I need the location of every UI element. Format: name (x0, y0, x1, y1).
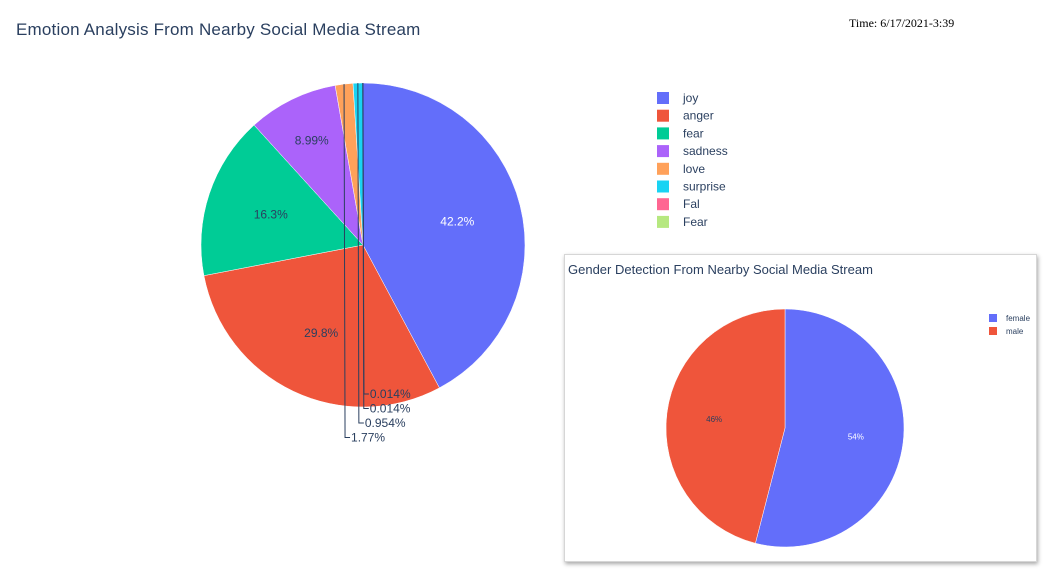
emotion-legend-swatch-surprise[interactable] (657, 180, 669, 193)
emotion-label-anger: 29.8% (304, 326, 338, 340)
emotion-legend-swatch-love[interactable] (657, 162, 669, 175)
emotion-legend-label-fear[interactable]: Fear (683, 215, 708, 229)
gender-pie-chart: 54% 46% female male (665, 308, 1031, 548)
emotion-label-love: 1.77% (351, 431, 385, 445)
emotion-slice-joy (362, 82, 526, 389)
emotion-legend-swatch-fear[interactable] (657, 127, 669, 140)
emotion-label-fear: 0.014% (370, 387, 411, 401)
emotion-chart-title: Emotion Analysis From Nearby Social Medi… (16, 20, 421, 39)
emotion-legend-label-fal[interactable]: Fal (683, 197, 700, 211)
emotion-label-fear: 16.3% (254, 207, 288, 221)
emotion-legend-label-surprise[interactable]: surprise (683, 180, 726, 194)
gender-legend-swatch-male[interactable] (989, 327, 997, 335)
gender-slice-female (755, 308, 905, 548)
emotion-leader-surprise (357, 83, 364, 424)
emotion-legend-label-joy[interactable]: joy (682, 91, 698, 105)
emotion-legend-swatch-fal[interactable] (657, 198, 669, 211)
gender-legend-label-female[interactable]: female (1006, 314, 1031, 323)
emotion-label-surprise: 0.954% (365, 416, 406, 430)
gender-legend-label-male[interactable]: male (1006, 327, 1024, 336)
emotion-label-joy: 42.2% (440, 215, 474, 229)
gender-chart-panel: Gender Detection From Nearby Social Medi… (564, 254, 1037, 562)
gender-label-male: 46% (706, 415, 722, 424)
emotion-slice-fear (200, 124, 364, 276)
emotion-slice-sadness (253, 85, 364, 246)
emotion-leader-love (343, 84, 351, 438)
timestamp: Time: 6/17/2021-3:39 (849, 16, 955, 30)
emotion-legend-swatch-fear[interactable] (657, 215, 669, 228)
emotion-legend-swatch-anger[interactable] (657, 109, 669, 122)
emotion-legend-label-fear[interactable]: fear (683, 126, 704, 140)
gender-label-female: 54% (848, 433, 864, 442)
gender-legend-swatch-female[interactable] (989, 314, 997, 322)
emotion-leader-fal (362, 82, 369, 409)
gender-chart-title: Gender Detection From Nearby Social Medi… (568, 262, 873, 277)
emotion-legend-swatch-sadness[interactable] (657, 145, 669, 158)
emotion-label-sadness: 8.99% (295, 133, 329, 147)
emotion-legend-swatch-joy[interactable] (657, 92, 669, 104)
gender-slice-male (665, 308, 786, 544)
emotion-label-fal: 0.014% (370, 402, 411, 416)
emotion-legend-label-sadness[interactable]: sadness (683, 144, 728, 158)
emotion-slice-anger (203, 244, 440, 408)
emotion-legend-label-anger[interactable]: anger (683, 109, 714, 123)
emotion-legend-label-love[interactable]: love (683, 162, 705, 176)
